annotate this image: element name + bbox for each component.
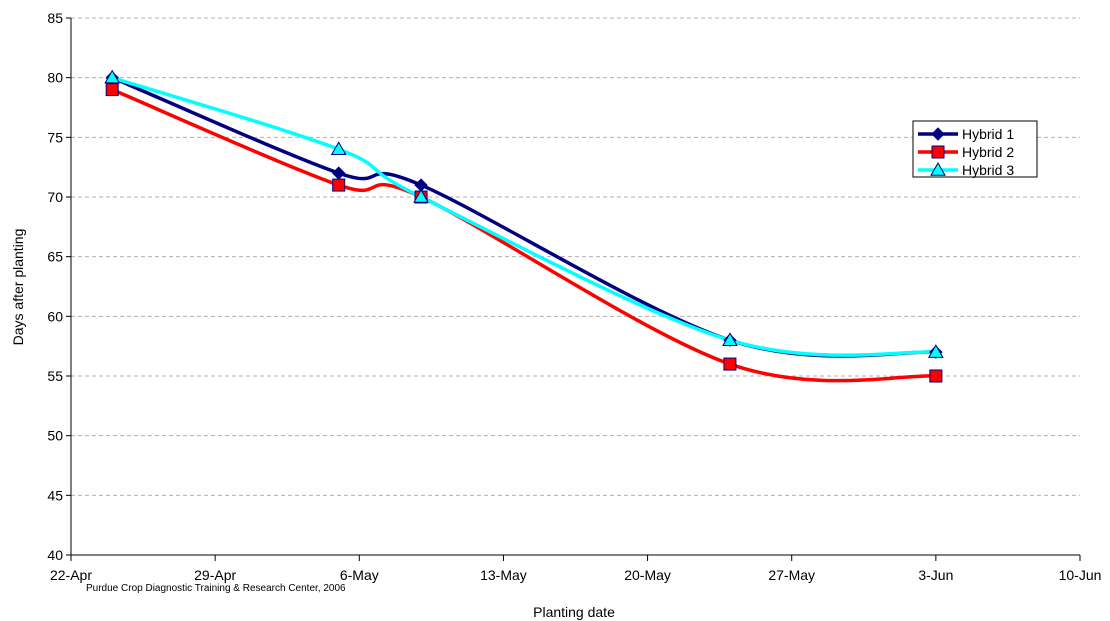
y-tick-label: 65 [47, 249, 63, 265]
legend-marker-hybrid-3 [930, 161, 946, 176]
x-tick-label: 20-May [624, 567, 671, 583]
data-point-hybrid-2 [105, 83, 119, 97]
source-annotation: Purdue Crop Diagnostic Training & Resear… [86, 583, 346, 594]
y-tick-label: 55 [47, 368, 63, 384]
y-tick-label: 45 [47, 487, 63, 503]
data-point-hybrid-2 [332, 178, 346, 192]
x-tick-label: 3-Jun [918, 567, 953, 583]
series-line-hybrid-1 [110, 75, 938, 358]
x-tick-label: 10-Jun [1059, 567, 1102, 583]
data-point-hybrid-3 [413, 188, 429, 203]
axes: 40 45 50 55 60 65 70 75 80 85 22-Apr 29-Apr 6-May 13-… [47, 10, 1101, 583]
y-tick-label: 70 [47, 189, 63, 205]
x-tick-label: 6-May [340, 567, 379, 583]
series-line-hybrid-2 [110, 87, 938, 383]
legend-label-hybrid-2: Hybrid 2 [962, 144, 1014, 160]
x-tick-label: 27-May [768, 567, 815, 583]
series-lines [110, 75, 938, 383]
y-tick-label: 85 [47, 10, 63, 26]
legend: Hybrid 1 Hybrid 2 Hybrid 3 [912, 120, 1038, 178]
data-point-hybrid-3 [104, 69, 121, 84]
y-tick-label: 60 [47, 308, 63, 324]
data-point-hybrid-2 [929, 369, 943, 383]
y-tick-label: 75 [47, 129, 63, 145]
series-line-hybrid-3 [110, 75, 938, 357]
series-markers [104, 69, 944, 383]
x-axis-title: Planting date [533, 604, 615, 620]
grid-lines [71, 17, 1080, 496]
y-tick-label: 80 [47, 70, 63, 86]
x-tick-label: 13-May [480, 567, 527, 583]
x-tick-label: 29-Apr [194, 567, 236, 583]
y-tick-label: 40 [47, 547, 63, 563]
legend-marker-hybrid-1 [931, 127, 945, 141]
legend-label-hybrid-3: Hybrid 3 [962, 162, 1014, 178]
legend-marker-hybrid-2 [931, 145, 945, 159]
data-point-hybrid-3 [330, 141, 347, 156]
data-point-hybrid-2 [723, 357, 737, 371]
x-tick-label: 22-Apr [50, 567, 92, 583]
y-tick-label: 50 [47, 428, 63, 444]
data-point-hybrid-3 [722, 332, 738, 346]
data-point-hybrid-1 [331, 166, 346, 180]
data-point-hybrid-3 [927, 344, 944, 358]
legend-label-hybrid-1: Hybrid 1 [962, 126, 1014, 142]
y-axis-title: Days after planting [10, 229, 26, 346]
